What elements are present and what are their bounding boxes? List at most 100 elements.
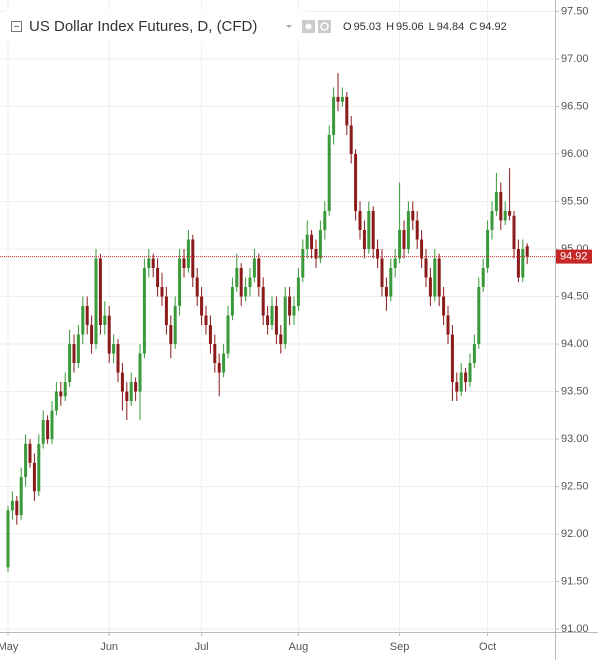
ohlc-label: H xyxy=(386,21,394,33)
candle-body xyxy=(437,258,441,297)
candle-body xyxy=(103,315,107,326)
candle-body xyxy=(94,258,98,345)
candle-body xyxy=(116,344,120,373)
candle-body xyxy=(59,391,63,397)
candle-body xyxy=(226,315,230,354)
candle-body xyxy=(129,382,133,402)
candle-body xyxy=(305,234,309,249)
candle-body xyxy=(72,344,76,364)
candle-body xyxy=(446,315,450,335)
settings-icon[interactable] xyxy=(318,20,331,33)
candle-body xyxy=(112,344,116,354)
candle-body xyxy=(182,258,186,269)
candle-body xyxy=(499,191,503,221)
candle-body xyxy=(384,287,388,297)
candle-body xyxy=(468,363,472,383)
candle-body xyxy=(345,96,349,126)
candle-body xyxy=(217,363,221,373)
y-tick-label: 93.00 xyxy=(561,433,589,445)
y-axis: 91.00 91.50 92.00 92.50 93.00 93.50 94.00 94.50… xyxy=(555,5,592,635)
ohlc-value: 95.03 xyxy=(354,21,382,33)
candle-body xyxy=(367,210,371,249)
candle-body xyxy=(415,220,419,240)
candle-body xyxy=(279,334,283,345)
candle-body xyxy=(486,229,490,269)
y-tick-label: 94.50 xyxy=(561,290,589,302)
candle-body xyxy=(455,382,459,392)
candle-body xyxy=(516,248,520,278)
candle-body xyxy=(503,210,507,221)
candle-body xyxy=(24,443,28,478)
price-label: 94.92 xyxy=(560,251,588,263)
y-tick-label: 91.00 xyxy=(561,623,589,635)
candle-body xyxy=(90,325,94,345)
y-tick-label: 92.00 xyxy=(561,528,589,540)
candle-body xyxy=(160,287,164,297)
y-tick-label: 96.00 xyxy=(561,148,589,160)
y-tick-label: 95.50 xyxy=(561,195,589,207)
y-tick-label: 94.00 xyxy=(561,338,589,350)
candle-body xyxy=(411,210,415,221)
candle-body xyxy=(120,372,124,392)
candle-body xyxy=(428,277,432,297)
candle-body xyxy=(98,258,102,326)
candle-body xyxy=(6,510,10,568)
candle-body xyxy=(261,287,265,316)
candle-body xyxy=(134,382,138,392)
candle-body xyxy=(371,210,375,249)
candle-body xyxy=(424,258,428,278)
candle-body xyxy=(15,500,19,516)
candle-body xyxy=(32,462,36,492)
candle-body xyxy=(230,287,234,316)
candle-body xyxy=(450,334,454,383)
ohlc-value: 94.92 xyxy=(479,21,507,33)
candle-body xyxy=(54,391,58,411)
candle-body xyxy=(169,325,173,345)
y-tick-label: 92.50 xyxy=(561,480,589,492)
candles xyxy=(0,73,555,573)
candle-body xyxy=(151,258,155,269)
candle-body xyxy=(257,258,261,288)
ohlc-label: O xyxy=(343,21,352,33)
collapse-icon[interactable] xyxy=(11,21,22,32)
candle-body xyxy=(318,229,322,259)
candle-body xyxy=(186,239,190,269)
y-tick-label: 93.50 xyxy=(561,385,589,397)
y-tick-label: 96.50 xyxy=(561,100,589,112)
settings-icon-gear xyxy=(320,22,329,31)
candle-body xyxy=(222,353,226,373)
candle-body xyxy=(46,420,50,440)
candle-body xyxy=(393,258,397,269)
candle-body xyxy=(521,248,525,278)
eye-icon-pupil xyxy=(305,23,312,30)
candle-body xyxy=(138,353,142,392)
candle-body xyxy=(252,258,256,278)
ohlc-value: 94.84 xyxy=(437,21,465,33)
candle-body xyxy=(63,382,67,397)
candle-body xyxy=(464,372,468,383)
candle-body xyxy=(477,287,481,345)
candle-body xyxy=(266,315,270,326)
chart-title: US Dollar Index Futures, D, (CFD) xyxy=(29,18,257,35)
candle-body xyxy=(19,477,23,516)
candle-body xyxy=(314,248,318,259)
candle-body xyxy=(433,258,437,297)
candle-body xyxy=(81,306,85,335)
candle-body xyxy=(327,134,331,211)
candle-body xyxy=(10,500,14,511)
candle-body xyxy=(380,258,384,288)
header-bg xyxy=(6,10,306,42)
candle-body xyxy=(107,315,111,354)
ohlc-label: C xyxy=(469,21,477,33)
candle-body xyxy=(191,239,195,278)
candle-body xyxy=(398,229,402,259)
candle-body xyxy=(358,210,362,230)
y-tick-label: 97.50 xyxy=(561,5,589,17)
title-dropdown[interactable] xyxy=(286,25,292,28)
ohlc-values: O 95.03 H 95.06 L 94.84 C 94.92 xyxy=(343,21,507,33)
x-tick-label: Sep xyxy=(390,641,410,653)
candle-body xyxy=(142,268,146,354)
candle-body xyxy=(362,229,366,249)
candle-body xyxy=(213,344,217,364)
candle-body xyxy=(296,277,300,307)
